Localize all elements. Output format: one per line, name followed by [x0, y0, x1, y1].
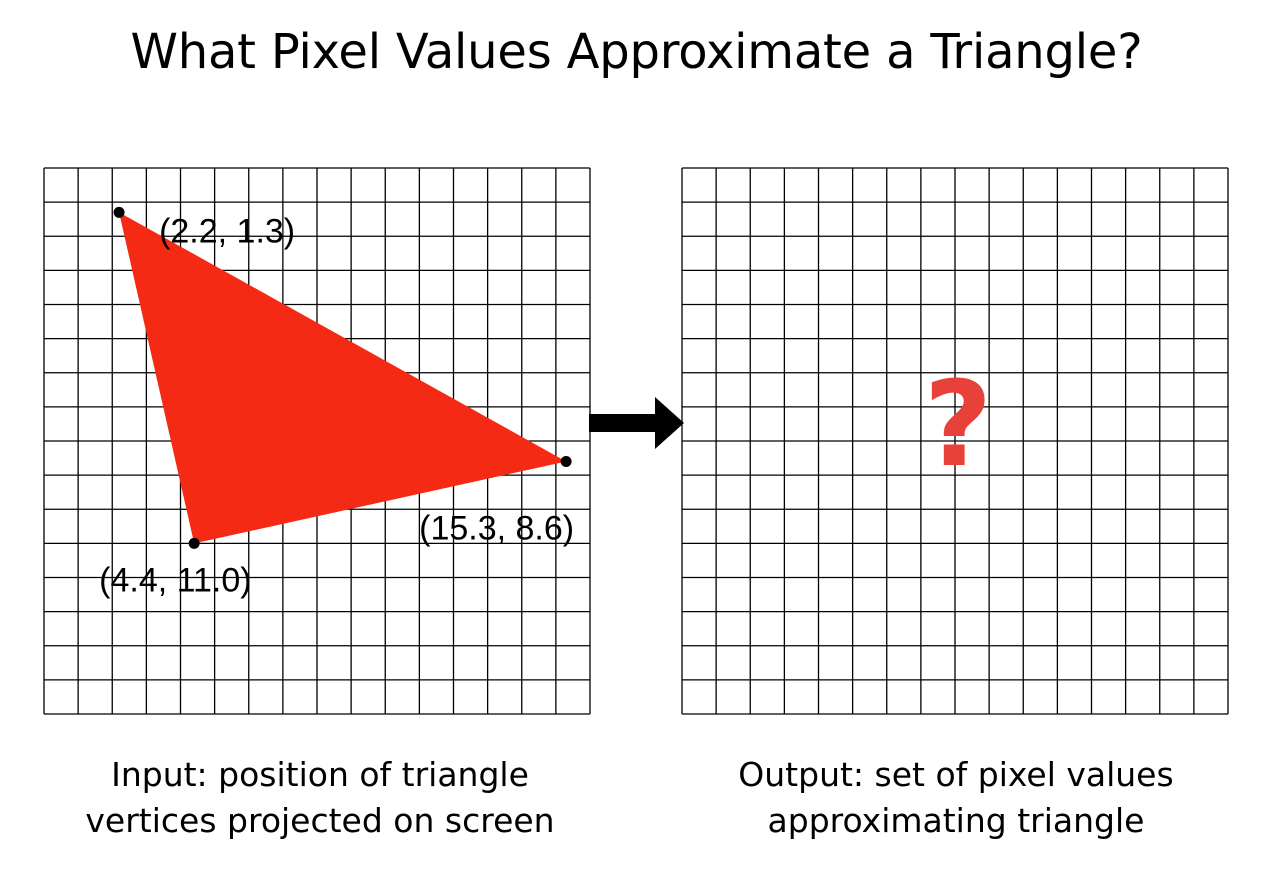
output-caption: Output: set of pixel values approximatin…	[656, 752, 1256, 844]
vertex-dot	[113, 206, 125, 218]
input-triangle	[119, 212, 567, 544]
vertex-label: (15.3, 8.6)	[419, 509, 574, 547]
vertex-markers	[113, 206, 572, 549]
vertex-dot	[560, 455, 572, 467]
input-caption-line-2: vertices projected on screen	[85, 801, 555, 840]
input-caption: Input: position of triangle vertices pro…	[20, 752, 620, 844]
input-caption-line-1: Input: position of triangle	[111, 755, 529, 794]
vertex-labels: (2.2, 1.3) (15.3, 8.6) (4.4, 11.0)	[99, 212, 574, 599]
question-mark-symbol: ?	[924, 355, 992, 493]
output-caption-line-1: Output: set of pixel values	[738, 755, 1174, 794]
vertex-label: (4.4, 11.0)	[99, 561, 251, 599]
output-pixel-grid	[681, 167, 1229, 715]
right-arrow-icon	[589, 397, 684, 449]
slide-title: What Pixel Values Approximate a Triangle…	[130, 24, 1143, 80]
vertex-label: (2.2, 1.3)	[159, 212, 295, 250]
output-caption-line-2: approximating triangle	[767, 801, 1145, 840]
vertex-dot	[188, 537, 200, 549]
